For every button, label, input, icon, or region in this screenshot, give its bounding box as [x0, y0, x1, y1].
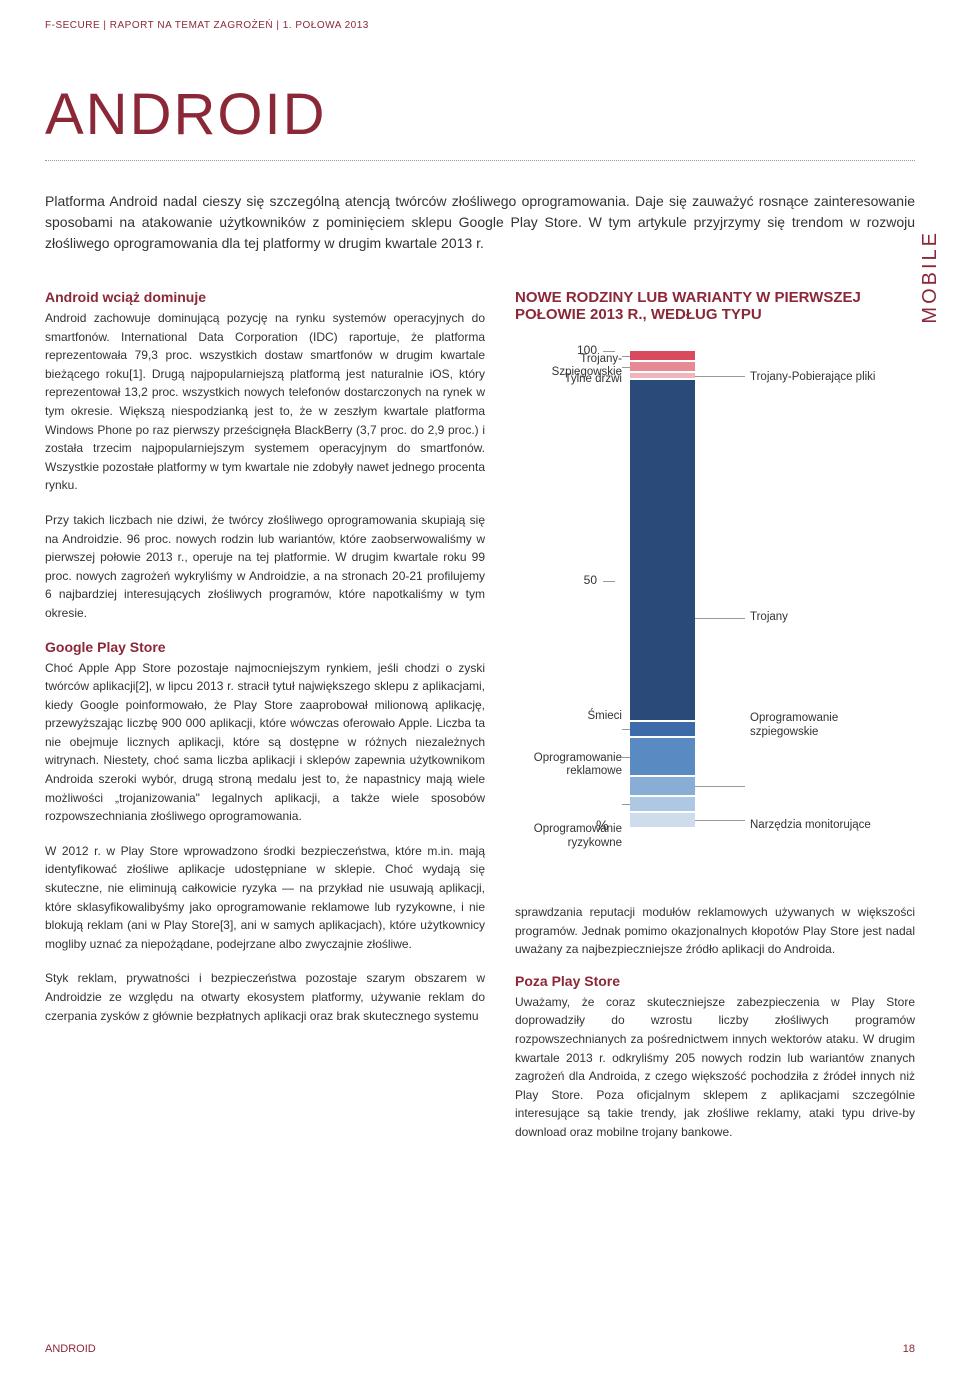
left-column: Android wciąż dominuje Android zachowuje… [45, 289, 485, 1158]
bar-segment [630, 351, 695, 360]
title-underline [45, 160, 915, 161]
body-s4: W 2012 r. w Play Store wprowadzono środk… [45, 842, 485, 954]
intro-paragraph: Platforma Android nadal cieszy się szcze… [45, 191, 915, 254]
stacked-bar-chart: 10050Trojany-SzpiegowskieTylne drzwiTroj… [515, 343, 915, 883]
body-s6: Uważamy, że coraz skuteczniejsze zabezpi… [515, 993, 915, 1142]
body-s2: Przy takich liczbach nie dziwi, że twórc… [45, 511, 485, 623]
bar-segment [630, 813, 695, 827]
subhead-dominance: Android wciąż dominuje [45, 289, 485, 305]
body-s5: Styk reklam, prywatności i bezpieczeństw… [45, 969, 485, 1025]
side-label-mobile: MOBILE [919, 230, 942, 324]
chart-segment-label: Trojany [750, 611, 788, 623]
chart-title: NOWE RODZINY LUB WARIANTY W PIERWSZEJ PO… [515, 289, 915, 323]
chart-caption: sprawdzania reputacji modułów reklamowyc… [515, 903, 915, 959]
bar-segment [630, 380, 695, 720]
page-footer: ANDROID 18 [45, 1343, 915, 1355]
bar-segment [630, 362, 695, 371]
chart-segment-label: Trojany-Pobierające pliki [750, 371, 890, 385]
chart-segment-label: Śmieci [587, 710, 622, 722]
body-s3: Choć Apple App Store pozostaje najmocnie… [45, 659, 485, 826]
subhead-playstore: Google Play Store [45, 639, 485, 655]
page-number: 18 [903, 1343, 915, 1355]
content-columns: Android wciąż dominuje Android zachowuje… [45, 289, 915, 1158]
chart-segment-label: Oprogramowanie reklamowe [522, 752, 622, 780]
bar-segment [630, 722, 695, 736]
stacked-bar [630, 351, 695, 811]
right-column: NOWE RODZINY LUB WARIANTY W PIERWSZEJ PO… [515, 289, 915, 1158]
bar-segment [630, 777, 695, 795]
subhead-poza: Poza Play Store [515, 973, 915, 989]
page-header: F-SECURE | RAPORT NA TEMAT ZAGROŻEŃ | 1.… [45, 20, 915, 31]
bar-segment [630, 738, 695, 775]
bar-segment [630, 797, 695, 811]
axis-tick [603, 581, 615, 582]
percent-symbol: % [596, 817, 608, 888]
body-s1: Android zachowuje dominującą pozycję na … [45, 309, 485, 495]
page-title: ANDROID [45, 81, 915, 148]
chart-segment-label: Oprogramowanie szpiegowskie [750, 712, 890, 740]
chart-segment-label: Narzędzia monitorujące [750, 819, 890, 833]
axis-tick-label: 50 [567, 573, 597, 587]
chart-segment-label: Tylne drzwi [564, 373, 622, 385]
footer-section: ANDROID [45, 1343, 96, 1355]
